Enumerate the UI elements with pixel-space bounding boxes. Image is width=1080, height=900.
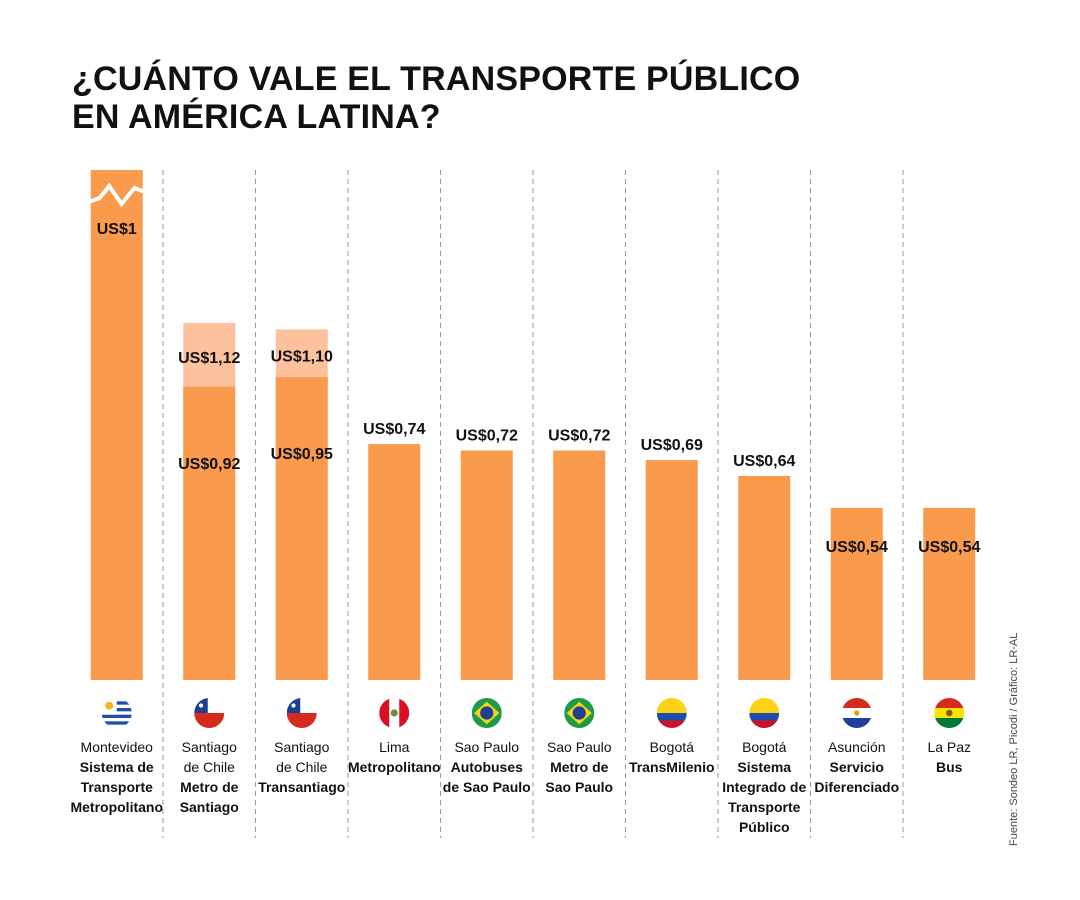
category-city-label: Santiago <box>182 739 237 755</box>
category-city-label: Sao Paulo <box>547 739 612 755</box>
flag-part <box>854 710 860 716</box>
category-city-label: Asunción <box>828 739 886 755</box>
flag-part <box>656 698 687 713</box>
category-system-label: Metropolitano <box>348 759 441 775</box>
category-system-label: Servicio <box>830 759 884 775</box>
data-label: US$0,72 <box>548 428 610 445</box>
category-city-label: de Chile <box>276 759 328 775</box>
category-system-label: Metropolitano <box>70 799 163 815</box>
flag-part <box>194 713 225 728</box>
category-system-label: Transporte <box>81 779 154 795</box>
flag-part <box>399 698 410 728</box>
data-label: US$1,12 <box>178 350 240 367</box>
category-system-label: Diferenciado <box>814 779 899 795</box>
category-system-label: Integrado de <box>722 779 806 795</box>
chile-flag-icon <box>286 698 317 728</box>
bar <box>368 444 421 680</box>
data-label: US$0,54 <box>918 539 980 556</box>
category-city-label: Santiago <box>274 739 329 755</box>
category-city-label: La Paz <box>927 739 971 755</box>
flag-part <box>945 709 953 717</box>
flag-part <box>841 698 872 708</box>
peru-flag-icon <box>379 698 410 728</box>
flag-part <box>841 718 872 728</box>
category-system-label: de Sao Paulo <box>443 779 531 795</box>
flag-part <box>749 720 780 728</box>
flag-part <box>198 703 204 708</box>
brazil-flag-icon <box>564 698 595 728</box>
chart-title: ¿CUÁNTO VALE EL TRANSPORTE PÚBLICO EN AM… <box>72 60 800 136</box>
category-city-label: Bogotá <box>650 739 695 755</box>
category-city-label: Sao Paulo <box>454 739 519 755</box>
data-label: US$1,10 <box>271 348 333 365</box>
flag-part <box>572 706 586 720</box>
data-label: US$1 <box>97 221 137 238</box>
bar <box>275 377 328 680</box>
brazil-flag-icon <box>471 698 502 728</box>
category-system-label: Metro de <box>550 759 609 775</box>
category-city-label: Bogotá <box>742 739 787 755</box>
bar <box>830 507 883 680</box>
flag-part <box>101 714 132 718</box>
chart-title-line: EN AMÉRICA LATINA? <box>72 98 441 136</box>
category-system-label: Transporte <box>728 799 801 815</box>
flag-part <box>101 721 132 725</box>
data-label: US$0,92 <box>178 456 240 473</box>
data-label: US$0,74 <box>363 421 425 438</box>
flag-part <box>291 703 296 708</box>
category-system-label: Bus <box>936 759 963 775</box>
data-label: US$0,69 <box>641 437 703 454</box>
source-note: Fuente: Sondeo LR, Picodi / Gráfico: LR-… <box>1008 632 1020 846</box>
chart-title-line: ¿CUÁNTO VALE EL TRANSPORTE PÚBLICO <box>72 60 801 98</box>
category-system-label: Sao Paulo <box>545 779 613 795</box>
category-city-label: de Chile <box>184 759 236 775</box>
category-system-label: Transantiago <box>258 779 345 795</box>
bar <box>183 386 236 680</box>
category-system-label: Sistema de <box>80 759 154 775</box>
flag-part <box>656 713 687 721</box>
category-system-label: Metro de <box>180 779 239 795</box>
category-system-label: Santiago <box>180 799 239 815</box>
uruguay-flag-icon <box>101 698 132 728</box>
data-label: US$0,54 <box>826 539 888 556</box>
flag-part <box>749 698 780 713</box>
data-label: US$0,72 <box>456 428 518 445</box>
chile-flag-icon <box>194 698 225 728</box>
bar <box>460 450 513 680</box>
data-label: US$0,95 <box>271 446 333 463</box>
category-system-label: TransMilenio <box>629 759 715 775</box>
category-system-label: Público <box>739 819 790 835</box>
category-city-label: Lima <box>379 739 410 755</box>
flag-part <box>379 698 390 728</box>
bar <box>738 476 791 680</box>
flag-part <box>105 701 114 710</box>
colombia-flag-icon <box>656 698 687 728</box>
bar <box>553 450 606 680</box>
category-system-label: Autobuses <box>451 759 524 775</box>
bolivia-flag-icon <box>934 698 965 728</box>
flag-part <box>390 709 398 717</box>
bar <box>923 507 976 680</box>
category-system-label: Sistema <box>737 759 791 775</box>
axis-break-mark <box>88 182 146 208</box>
bar <box>645 460 698 680</box>
paraguay-flag-icon <box>841 698 872 728</box>
category-city-label: Montevideo <box>81 739 154 755</box>
flag-part <box>934 718 965 728</box>
data-label: US$0,64 <box>733 453 795 470</box>
flag-part <box>286 713 317 728</box>
bar <box>90 170 143 680</box>
flag-part <box>934 698 965 708</box>
flag-part <box>656 720 687 728</box>
flag-part <box>749 713 780 721</box>
colombia-flag-icon <box>749 698 780 728</box>
flag-part <box>480 706 494 720</box>
